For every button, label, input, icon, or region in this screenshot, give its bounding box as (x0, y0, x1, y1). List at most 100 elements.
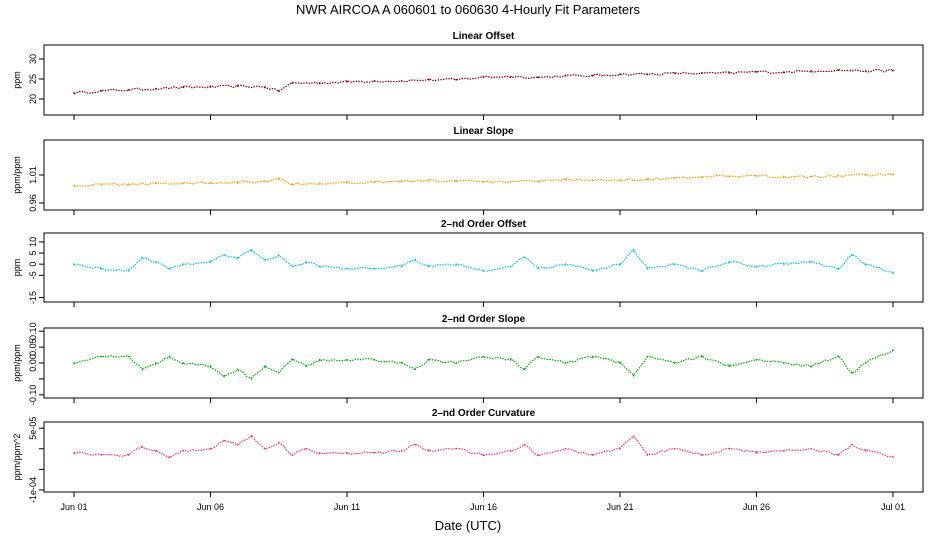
y-tick-label: 5e-05 (28, 417, 38, 440)
data-point (264, 365, 267, 368)
data-point (537, 180, 539, 183)
data-point (564, 179, 567, 181)
data-point (523, 443, 526, 446)
data-point (127, 355, 130, 358)
y-axis-label: ppm/ppm^2 (12, 434, 22, 481)
x-tick-label: Jun 11 (334, 502, 360, 512)
data-point (728, 447, 731, 450)
data-point (73, 451, 75, 454)
data-point (728, 365, 731, 368)
data-point (509, 75, 512, 78)
data-point (250, 249, 253, 252)
data-point (428, 179, 430, 182)
data-point (291, 358, 294, 361)
data-point (414, 368, 417, 371)
x-tick-label: Jun 26 (743, 502, 770, 512)
data-point (318, 451, 321, 454)
data-point (755, 265, 758, 268)
panel-frame (43, 421, 924, 493)
data-point (346, 80, 348, 83)
x-axis-label: Date (UTC) (434, 518, 502, 533)
data-point (250, 378, 253, 380)
data-point (277, 441, 280, 444)
data-point (892, 349, 894, 352)
data-point (73, 92, 75, 94)
data-point (591, 74, 594, 77)
series-line (73, 350, 894, 379)
data-point (127, 269, 130, 272)
data-point (755, 70, 758, 73)
data-point (141, 368, 144, 371)
y-axis-label: ppm (12, 71, 22, 89)
x-tick-label: Jun 06 (197, 502, 224, 512)
data-point (482, 76, 485, 78)
data-point (168, 456, 171, 458)
data-point (236, 443, 239, 446)
data-point (414, 258, 417, 261)
data-point (73, 263, 75, 266)
data-point (73, 184, 75, 187)
data-point (673, 362, 676, 364)
panel-title: 2–nd Order Offset (441, 219, 527, 230)
data-point (646, 355, 649, 358)
data-point (373, 80, 376, 82)
data-point (864, 362, 867, 364)
data-point (728, 72, 731, 74)
data-point (619, 263, 621, 266)
data-point (346, 451, 348, 454)
data-point (509, 265, 512, 268)
y-tick-label: -15 (28, 291, 38, 304)
panel-title: 2–nd Order Curvature (432, 408, 536, 419)
data-point (851, 371, 853, 374)
data-point (318, 182, 321, 185)
data-point (591, 355, 594, 358)
data-point (632, 374, 635, 377)
data-point (277, 371, 280, 374)
data-point (851, 254, 853, 257)
data-point (700, 269, 703, 272)
y-tick-label: 30 (28, 54, 38, 64)
data-point (373, 451, 376, 454)
data-point (810, 261, 812, 263)
data-point (373, 267, 376, 270)
y-tick-label: 20 (28, 94, 38, 104)
data-point (632, 249, 635, 252)
data-point (673, 447, 676, 450)
data-point (264, 447, 267, 450)
data-point (291, 454, 294, 456)
data-point (837, 454, 840, 456)
data-point (291, 265, 294, 268)
data-point (673, 263, 676, 266)
data-point (318, 82, 321, 84)
x-tick-label: Jun 01 (61, 502, 88, 512)
y-tick-label: 0.05 (28, 338, 38, 356)
data-point (428, 78, 430, 81)
data-point (318, 358, 321, 361)
data-point (100, 355, 103, 358)
data-point (837, 355, 840, 358)
data-point (537, 267, 539, 270)
data-point (73, 362, 75, 364)
data-point (127, 183, 130, 186)
data-point (537, 355, 539, 358)
data-point (250, 435, 253, 438)
data-point (619, 362, 621, 364)
panel-title: 2–nd Order Slope (442, 314, 526, 325)
data-point (509, 181, 512, 183)
data-point (264, 86, 267, 88)
data-point (646, 178, 649, 181)
data-point (837, 174, 840, 177)
data-point (236, 368, 239, 371)
data-point (482, 355, 485, 358)
data-point (141, 445, 144, 448)
data-point (155, 261, 157, 263)
data-point (264, 180, 267, 183)
y-tick-label: 0.96 (28, 194, 38, 212)
data-point (428, 449, 430, 452)
data-point (537, 76, 539, 79)
data-point (127, 88, 130, 91)
y-tick-label: 0 (28, 262, 38, 267)
data-point (700, 72, 703, 75)
data-point (591, 454, 594, 456)
data-point (864, 70, 867, 72)
